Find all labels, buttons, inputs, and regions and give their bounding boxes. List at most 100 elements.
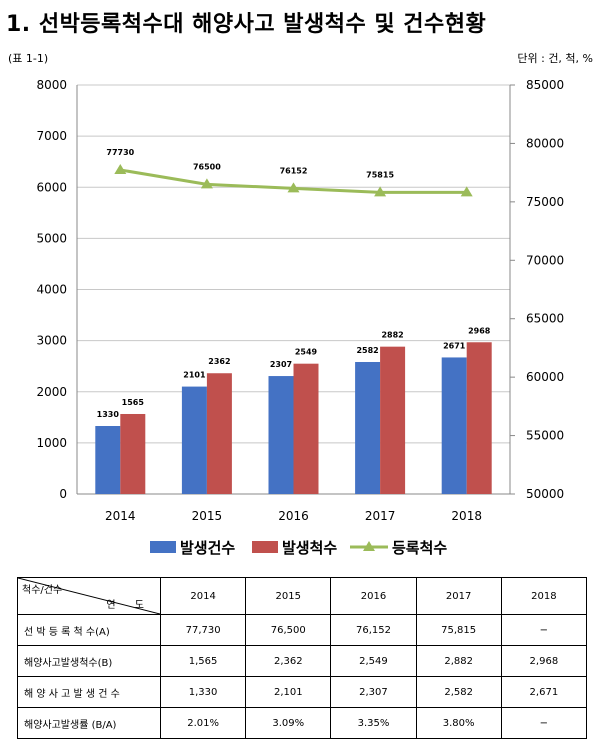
table-row: 해양사고발생률 (B/A) 2.01% 3.09% 3.35% 3.80% − [17,707,588,739]
bar-발생건수 [181,386,207,494]
x-tick-label: 2017 [365,509,396,523]
page-title: 1. 선박등록척수대 해양사고 발생척수 및 건수현황 [6,12,487,37]
y-left-tick-label: 6000 [36,180,67,194]
bar-발생척수 [120,413,146,494]
data-label-발생건수: 2671 [443,341,466,350]
legend-label-등록척수: 등록척수 [392,539,447,557]
year-header: 2015 [245,577,332,615]
table-cell: 77,730 [159,614,247,646]
line-marker-등록척수 [374,186,387,197]
table-cell: 2,882 [415,645,502,677]
x-tick-label: 2015 [192,509,223,523]
data-label-발생건수: 2582 [356,346,378,355]
year-header: 2018 [500,577,588,615]
data-label-발생척수: 1565 [122,398,145,407]
table-row: 해양사고발생척수(B) 1,565 2,362 2,549 2,882 2,96… [17,645,588,677]
corner-bottom-label: 연 도 [106,600,152,611]
table-cell: 2,101 [245,676,332,708]
table-cell: 2,671 [500,676,588,708]
legend-label-발생척수: 발생척수 [282,539,337,557]
data-table: 척수/건수 연 도 2014 2015 2016 2017 2018 선 박 등… [17,577,588,739]
combo-chart: 0 1000 2000 3000 4000 5000 6000 7000 8000 50000 55… [36,78,564,557]
bar-발생척수 [206,373,232,494]
x-tick-label: 2016 [278,509,309,523]
table-cell: 76,152 [330,614,417,646]
table-reference: (표 1-1) [8,52,49,65]
line-marker-등록척수 [200,178,213,189]
data-label-발생척수: 2968 [468,326,491,335]
table-cell: − [500,707,588,739]
bar-발생건수 [441,357,467,494]
row-label: 해양사고발생률 (B/A) [17,707,161,739]
y-right-tick-label: 85000 [526,78,564,92]
bar-발생척수 [293,363,319,494]
data-label-발생건수: 2307 [270,360,292,369]
diagonal-line [18,578,160,614]
data-label-발생척수: 2882 [381,331,403,340]
y-right-tick-label: 65000 [526,312,564,326]
year-header: 2014 [159,577,247,615]
y-right-tick-label: 80000 [526,136,564,150]
table-cell: 75,815 [415,614,502,646]
year-header: 2017 [415,577,502,615]
table-cell: 2,307 [330,676,417,708]
table-cell: − [500,614,588,646]
legend-swatch-발생척수 [252,541,278,553]
data-label-등록척수: 76500 [193,162,221,171]
y-left-tick-label: 7000 [36,129,67,143]
table-cell: 3.80% [415,707,502,739]
data-label-발생척수: 2549 [295,348,318,357]
y-left-tick-label: 0 [59,487,67,501]
table-cell: 3.09% [245,707,332,739]
row-label: 선 박 등 록 척 수(A) [17,614,161,646]
row-label: 해 양 사 고 발 생 건 수 [17,676,161,708]
legend-swatch-발생건수 [150,541,176,553]
data-label-등록척수: 76152 [280,166,308,175]
row-label: 해양사고발생척수(B) [17,645,161,677]
x-tick-label: 2014 [105,509,136,523]
table-cell: 2,362 [245,645,332,677]
bar-발생척수 [466,342,492,494]
table-cell: 2.01% [159,707,247,739]
table-cell: 2,582 [415,676,502,708]
y-left-tick-label: 8000 [36,78,67,92]
y-right-tick-label: 75000 [526,195,564,209]
bar-발생건수 [355,361,381,494]
table-cell: 3.35% [330,707,417,739]
bar-발생건수 [95,426,121,494]
line-marker-등록척수 [460,186,473,197]
corner-top-label: 척수/건수 [22,585,63,596]
table-corner-cell: 척수/건수 연 도 [17,577,161,615]
table-cell: 2,968 [500,645,588,677]
data-label-발생척수: 2362 [208,357,230,366]
y-right-tick-label: 60000 [526,370,564,384]
table-cell: 1,330 [159,676,247,708]
data-label-등록척수: 75815 [366,170,394,179]
y-right-tick-label: 50000 [526,487,564,501]
line-marker-등록척수 [114,163,127,174]
x-tick-label: 2018 [451,509,482,523]
data-label-발생건수: 2101 [183,371,206,380]
year-header: 2016 [330,577,417,615]
y-left-tick-label: 2000 [36,385,67,399]
y-right-tick-label: 55000 [526,429,564,443]
table-row: 선 박 등 록 척 수(A) 77,730 76,500 76,152 75,8… [17,614,588,646]
legend-marker-등록척수 [363,541,375,551]
line-marker-등록척수 [287,182,300,193]
table-cell: 2,549 [330,645,417,677]
y-left-tick-label: 5000 [36,231,67,245]
table-cell: 76,500 [245,614,332,646]
y-left-tick-label: 4000 [36,283,67,297]
table-row: 해 양 사 고 발 생 건 수 1,330 2,101 2,307 2,582 … [17,676,588,708]
bar-발생척수 [380,346,406,494]
y-left-tick-label: 1000 [36,436,67,450]
unit-note: 단위 : 건, 척, % [517,52,593,65]
bar-발생건수 [268,376,294,494]
y-right-tick-label: 70000 [526,253,564,267]
data-label-등록척수: 77730 [106,148,134,157]
y-left-tick-label: 3000 [36,334,67,348]
legend-label-발생건수: 발생건수 [180,539,235,557]
table-header-row: 척수/건수 연 도 2014 2015 2016 2017 2018 [17,577,588,615]
table-cell: 1,565 [159,645,247,677]
data-label-발생건수: 1330 [97,410,120,419]
